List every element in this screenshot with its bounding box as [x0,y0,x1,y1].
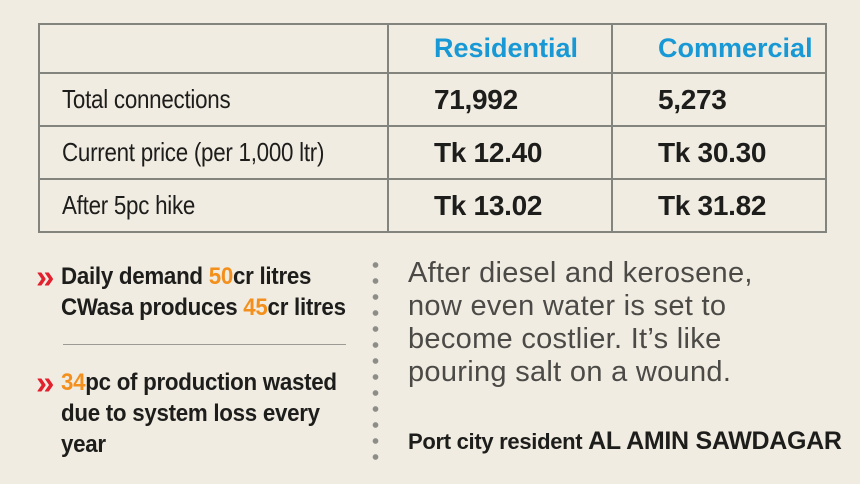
fact-segment: CWasa produces [61,294,244,321]
fact-line: Daily demand 50cr litres [61,261,344,292]
cell-after-hike-residential: Tk 13.02 [389,180,611,231]
row-label-after-hike: After 5pc hike [40,180,387,231]
cell-after-hike-commercial: Tk 31.82 [613,180,825,231]
row-label-text: Current price (per 1,000 ltr) [62,137,325,167]
quote-line: become costlier. It’s like [408,323,722,355]
facts-panel: » Daily demand 50cr litres CWasa produce… [36,258,366,460]
quote-line: pouring salt on a wound. [408,356,732,388]
fact-line: due to system loss every [61,398,337,429]
fact-highlight: 50 [209,263,234,290]
row-label-text: Total connections [62,84,231,114]
fact-highlight: 34 [61,369,86,396]
row-label-text: After 5pc hike [62,190,196,220]
fact-text: 34pc of production wasted due to system … [61,367,358,460]
table-header-residential: Residential [389,25,611,72]
fact-segment: pc of production wasted [85,369,338,396]
attribution-role: Port city resident [408,429,589,454]
attribution-name: AL AMIN SAWDAGAR [588,427,842,455]
cell-current-price-commercial: Tk 30.30 [613,127,825,178]
row-label-total-connections: Total connections [40,74,387,125]
cell-total-connections-residential: 71,992 [389,74,611,125]
fact-item-system-loss: » 34pc of production wasted due to syste… [36,364,366,460]
table-header-commercial: Commercial [613,25,825,72]
double-chevron-bullet-icon: » [36,364,55,401]
quote-line: After diesel and kerosene, [408,257,753,289]
cell-current-price-residential: Tk 12.40 [389,127,611,178]
row-label-current-price: Current price (per 1,000 ltr) [40,127,387,178]
table-corner-cell [40,25,387,72]
fact-segment: year [61,431,107,458]
fact-highlight: 45 [243,294,269,321]
water-tariff-table: Residential Commercial Total connections… [38,23,827,233]
facts-divider [63,344,346,345]
fact-line: 34pc of production wasted [61,367,337,398]
fact-segment: cr litres [233,263,312,290]
fact-segment: cr litres [267,294,347,321]
fact-item-demand: » Daily demand 50cr litres CWasa produce… [36,258,366,323]
cell-total-connections-commercial: 5,273 [613,74,825,125]
fact-text: Daily demand 50cr litres CWasa produces … [61,261,366,323]
quote-block: After diesel and kerosene, now even wate… [408,257,848,456]
fact-segment: due to system loss every [61,400,321,427]
quote-line: now even water is set to [408,290,727,322]
double-chevron-bullet-icon: » [36,258,55,295]
fact-line: CWasa produces 45cr litres [61,292,347,323]
quote-attribution: Port city resident AL AMIN SAWDAGAR [408,427,848,456]
fact-line: year [61,429,337,460]
dotted-separator [372,259,379,469]
fact-segment: Daily demand [61,263,210,290]
